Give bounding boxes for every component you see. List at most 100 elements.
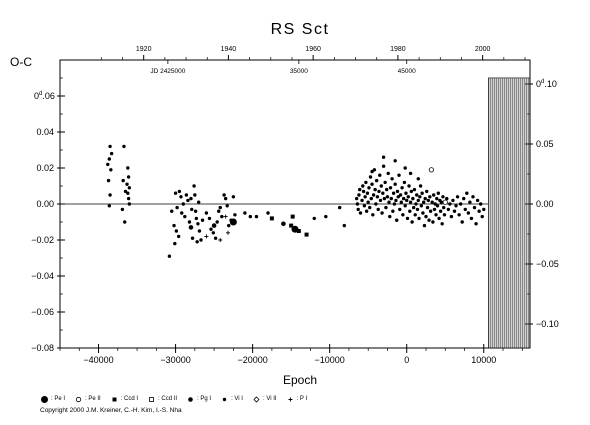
data-point	[179, 195, 183, 199]
data-point	[432, 207, 437, 212]
data-point	[430, 200, 434, 204]
data-point	[428, 195, 432, 199]
data-point	[448, 202, 452, 206]
data-point	[381, 155, 386, 159]
data-point	[395, 218, 399, 222]
legend-symbol	[222, 397, 227, 401]
data-point	[312, 216, 316, 221]
data-point	[358, 211, 363, 215]
data-point	[446, 207, 451, 212]
data-point	[184, 193, 189, 197]
data-point	[434, 213, 438, 217]
data-point	[174, 229, 179, 233]
x-tick-label: −30000	[160, 355, 190, 365]
data-point	[227, 223, 231, 228]
data-point	[109, 151, 114, 156]
series-vi-i	[106, 144, 486, 258]
data-point	[407, 184, 411, 188]
legend-symbol	[41, 395, 48, 403]
series-ccd-i	[269, 214, 309, 237]
data-point	[193, 209, 198, 213]
data-point	[248, 214, 253, 219]
data-point	[126, 196, 131, 201]
data-point	[126, 166, 130, 170]
data-point	[455, 195, 460, 199]
data-point	[197, 229, 202, 233]
data-point	[442, 213, 447, 217]
series-pe-ii	[428, 167, 448, 205]
data-point	[188, 225, 194, 230]
data-point	[381, 191, 385, 195]
data-point	[424, 214, 428, 219]
data-point	[440, 222, 444, 226]
data-point	[420, 191, 424, 195]
data-point	[425, 205, 430, 210]
data-point	[374, 178, 379, 183]
data-point	[442, 199, 448, 205]
data-point	[225, 204, 229, 208]
data-point	[342, 223, 347, 228]
data-point	[395, 189, 400, 194]
data-point	[468, 200, 472, 204]
data-point	[457, 213, 461, 217]
data-point	[371, 193, 376, 197]
y-tick-label: −0.02	[31, 235, 54, 245]
data-point	[425, 189, 429, 194]
data-point	[387, 200, 391, 204]
data-point	[369, 196, 373, 201]
data-point	[376, 207, 380, 212]
data-point	[436, 191, 441, 195]
legend-label: : Ccd I	[120, 396, 139, 402]
data-point	[372, 168, 377, 172]
data-point	[213, 236, 218, 240]
data-point	[404, 191, 408, 195]
y-right-tick-label: −0.10	[536, 319, 559, 329]
data-point	[186, 198, 190, 203]
data-point	[410, 220, 414, 224]
data-point	[123, 220, 127, 224]
data-point	[364, 209, 369, 213]
data-point	[475, 198, 480, 203]
legend-entry: : Pe I	[40, 395, 65, 404]
y-right-unit-superscript: d	[541, 79, 544, 85]
legend-symbol	[188, 396, 193, 402]
data-point	[398, 193, 403, 197]
data-point	[416, 177, 420, 181]
data-point	[399, 200, 404, 204]
data-point	[370, 182, 374, 186]
y-right-tick-label: 0.05	[536, 139, 554, 149]
y-axis-label: O-C	[10, 55, 32, 69]
data-point	[422, 223, 427, 228]
data-point	[421, 211, 425, 215]
data-point	[337, 205, 342, 210]
year-tick-label: 1960	[305, 46, 321, 53]
data-point	[107, 204, 112, 208]
filled-circle-large-icon	[41, 395, 48, 403]
data-point	[254, 214, 259, 219]
y-right-tick-label-rest: .10	[544, 79, 557, 89]
data-point	[123, 189, 128, 194]
data-point	[281, 221, 286, 227]
data-point	[452, 209, 457, 213]
data-point	[189, 196, 193, 201]
legend-label: : Pe I	[51, 396, 66, 402]
open-square-icon	[149, 396, 154, 402]
data-point	[445, 196, 449, 201]
data-point	[384, 187, 389, 192]
y-tick-label: 0.00	[36, 199, 54, 209]
legend-label: : Ccd II	[158, 396, 178, 402]
data-point	[354, 196, 359, 201]
data-point	[199, 238, 203, 242]
data-point	[357, 193, 361, 197]
data-point	[367, 186, 371, 190]
legend-entry: : P I	[286, 395, 307, 404]
data-point	[324, 214, 328, 219]
data-point-large	[291, 225, 299, 233]
y-tick-label: −0.04	[31, 271, 54, 281]
hatched-region-box	[488, 77, 531, 349]
data-point	[435, 196, 439, 201]
data-point	[190, 207, 194, 212]
data-point	[175, 205, 179, 210]
symbol-legend: : Pe I: Pe II: Ccd I: Ccd II: Pg I: Vi I…	[40, 393, 316, 405]
data-point	[405, 216, 410, 221]
